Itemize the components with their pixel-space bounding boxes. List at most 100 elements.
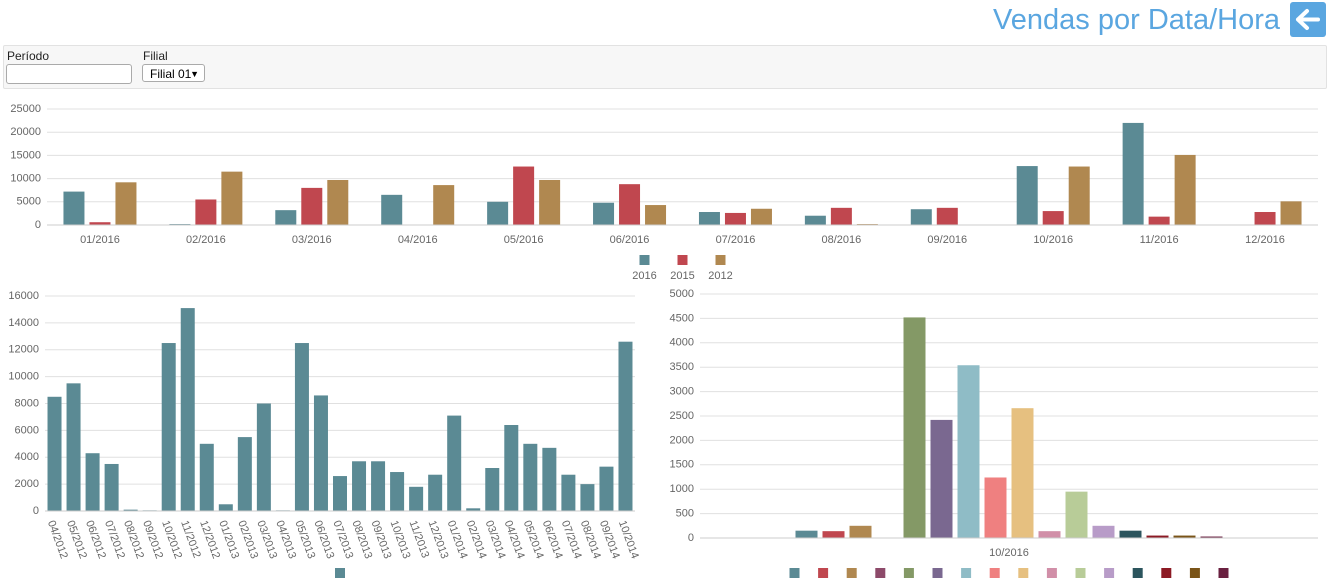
bar [750, 208, 772, 225]
y-tick-label: 0 [688, 532, 694, 544]
bar [485, 468, 500, 511]
bar [910, 209, 932, 225]
legend-swatch [818, 568, 829, 578]
period-input[interactable] [6, 64, 132, 84]
y-tick-label: 6000 [15, 424, 39, 436]
x-tick-label: 09/2016 [927, 234, 967, 246]
bar [89, 222, 111, 225]
bar [1200, 536, 1223, 538]
legend-swatch [1161, 568, 1172, 578]
bar [409, 486, 424, 511]
bar [1119, 530, 1142, 538]
bar [301, 187, 323, 225]
bar [333, 476, 347, 511]
y-tick-label: 5000 [17, 196, 41, 208]
x-tick-label: 04/2016 [398, 234, 438, 246]
bar [256, 403, 271, 511]
bar [724, 212, 746, 225]
back-icon [1296, 9, 1320, 30]
y-tick-label: 1500 [670, 459, 694, 471]
bar [1042, 211, 1064, 225]
legend-swatch [1189, 568, 1200, 578]
y-tick-label: 15000 [10, 149, 41, 161]
bar [849, 525, 872, 538]
y-tick-label: 16000 [8, 290, 39, 302]
bar [513, 166, 535, 225]
bar [1038, 531, 1061, 538]
y-tick-label: 5000 [670, 288, 694, 300]
legend-swatch [1218, 568, 1229, 578]
bar [1122, 122, 1144, 225]
bar [903, 317, 926, 538]
x-tick-label: 06/2016 [610, 234, 650, 246]
bar [47, 396, 62, 511]
bar [123, 509, 138, 511]
branch-value: Filial 01 [150, 67, 192, 81]
bar [85, 453, 100, 511]
bar [1174, 154, 1196, 225]
bar [1016, 166, 1038, 225]
page-title: Vendas por Data/Hora [993, 4, 1280, 36]
branch-select[interactable]: Filial 01 ▼ [142, 64, 205, 82]
x-tick-label: 10/2016 [989, 547, 1029, 559]
legend-swatch [1104, 568, 1115, 578]
y-tick-label: 2500 [670, 410, 694, 422]
branch-label: Filial [143, 49, 168, 63]
x-tick-label: 12/2016 [1245, 234, 1285, 246]
back-button[interactable] [1290, 2, 1326, 37]
bar [428, 474, 443, 511]
bar [957, 365, 980, 538]
bar [104, 463, 119, 511]
bar [593, 202, 615, 225]
legend-swatch [677, 255, 688, 265]
bar [523, 443, 538, 511]
y-tick-label: 14000 [8, 317, 39, 329]
legend-swatch [639, 255, 650, 265]
y-tick-label: 0 [33, 505, 39, 517]
y-tick-label: 4500 [670, 312, 694, 324]
bar [804, 215, 826, 225]
legend-swatch [789, 568, 800, 578]
y-tick-label: 2000 [670, 434, 694, 446]
x-tick-label: 07/2016 [716, 234, 756, 246]
y-tick-label: 10000 [10, 173, 41, 185]
bar [645, 205, 667, 225]
bar [504, 425, 519, 511]
bar [1254, 212, 1276, 225]
bar [795, 530, 818, 538]
y-tick-label: 20000 [10, 126, 41, 138]
bar [466, 508, 481, 511]
bar [930, 419, 953, 538]
bar [1011, 408, 1034, 538]
bar [381, 194, 403, 225]
legend-swatch [1075, 568, 1086, 578]
bar [698, 212, 720, 225]
legend-swatch [932, 568, 943, 578]
bar [294, 343, 309, 511]
y-tick-label: 4000 [670, 337, 694, 349]
bar [180, 308, 195, 511]
legend-swatch [903, 568, 914, 578]
bar [161, 343, 176, 511]
y-tick-label: 8000 [15, 397, 39, 409]
bar [390, 472, 405, 511]
bar [195, 199, 217, 225]
x-tick-label: 11/2016 [1140, 234, 1179, 246]
legend-swatch [335, 568, 345, 578]
bar [619, 184, 641, 225]
bar [599, 466, 614, 511]
x-tick-label: 01/2016 [80, 234, 120, 246]
bar [830, 207, 852, 225]
bar [984, 477, 1007, 538]
legend-swatch [1132, 568, 1143, 578]
bar [63, 191, 85, 225]
legend-swatch [989, 568, 1000, 578]
y-tick-label: 500 [676, 508, 694, 520]
y-tick-label: 10000 [8, 371, 39, 383]
legend-label: 2015 [670, 270, 694, 282]
bar [275, 210, 297, 225]
bar [237, 437, 252, 511]
y-tick-label: 3500 [670, 361, 694, 373]
bar [1092, 525, 1115, 538]
x-tick-label: 03/2016 [292, 234, 332, 246]
